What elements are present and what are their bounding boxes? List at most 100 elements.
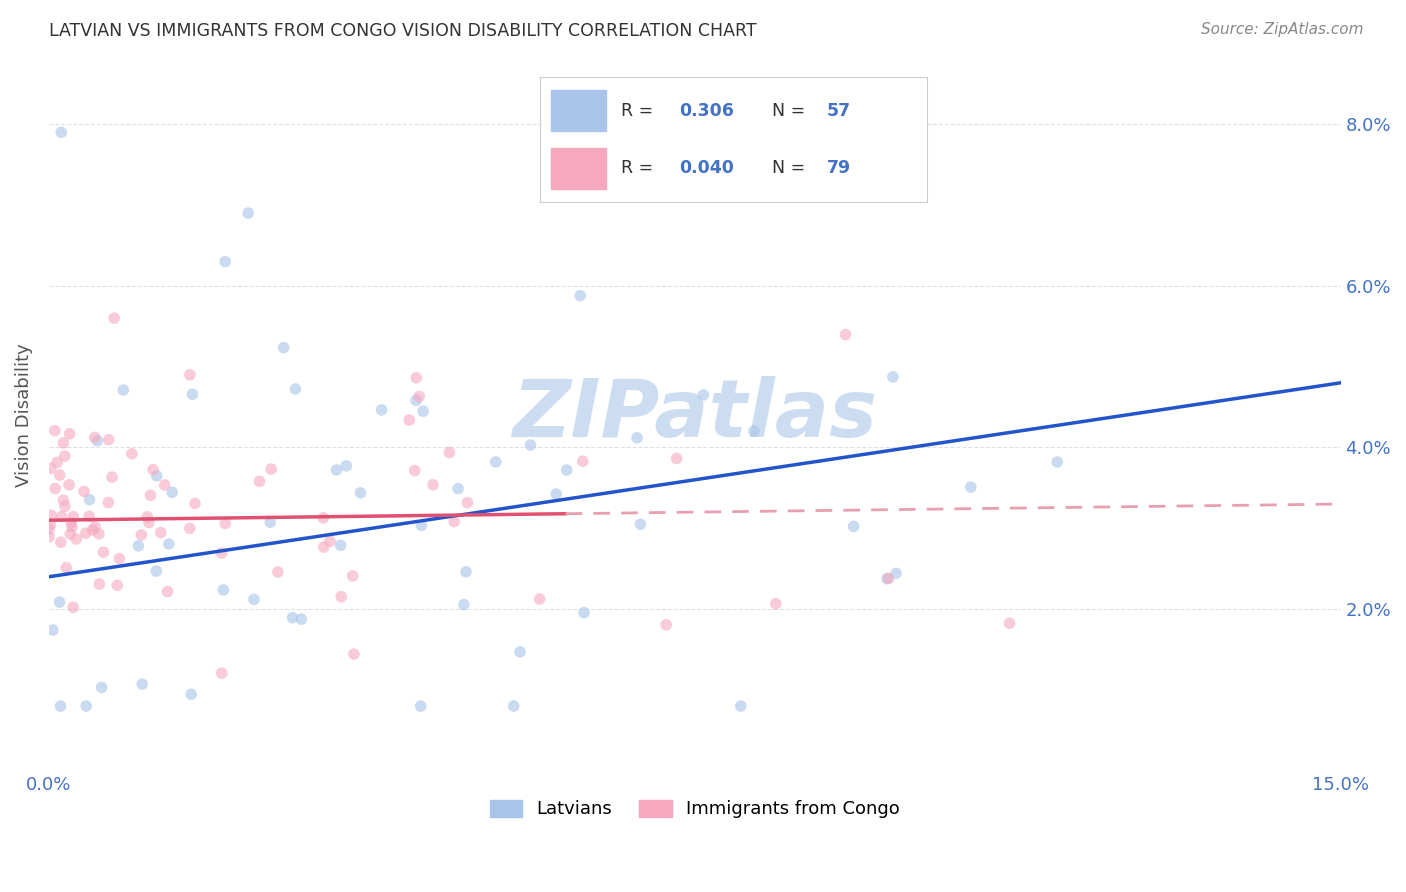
Point xyxy=(48,595,70,609)
Point xyxy=(343,647,366,661)
Point xyxy=(214,254,236,268)
Point xyxy=(97,495,120,509)
Point xyxy=(87,527,110,541)
Point xyxy=(312,540,335,554)
Point xyxy=(842,519,865,533)
Point xyxy=(121,447,143,461)
Point xyxy=(998,616,1021,631)
Point xyxy=(44,424,66,438)
Legend: Latvians, Immigrants from Congo: Latvians, Immigrants from Congo xyxy=(482,792,907,826)
Point xyxy=(412,404,434,418)
Point xyxy=(139,488,162,502)
Point xyxy=(60,516,83,530)
Point xyxy=(127,539,149,553)
Point xyxy=(79,492,101,507)
Point xyxy=(509,645,531,659)
Point xyxy=(214,516,236,531)
Point xyxy=(75,526,97,541)
Point xyxy=(319,534,342,549)
Point xyxy=(83,430,105,444)
Point xyxy=(404,464,426,478)
Point xyxy=(1046,455,1069,469)
Point xyxy=(62,600,84,615)
Point xyxy=(89,577,111,591)
Point xyxy=(409,699,432,714)
Point xyxy=(260,462,283,476)
Point xyxy=(59,527,82,541)
Point xyxy=(48,468,70,483)
Point xyxy=(179,368,201,382)
Point xyxy=(329,538,352,552)
Point xyxy=(60,520,83,534)
Point xyxy=(569,288,592,302)
Point xyxy=(90,681,112,695)
Point xyxy=(884,566,907,581)
Point xyxy=(51,125,73,139)
Point xyxy=(82,523,104,537)
Point xyxy=(39,508,62,523)
Point xyxy=(145,564,167,578)
Point xyxy=(103,311,125,326)
Point xyxy=(77,509,100,524)
Point xyxy=(51,509,73,524)
Point xyxy=(53,449,76,463)
Point xyxy=(49,699,72,714)
Point xyxy=(53,500,76,514)
Point xyxy=(546,487,568,501)
Point xyxy=(211,546,233,560)
Point xyxy=(112,383,135,397)
Point xyxy=(325,463,347,477)
Point xyxy=(571,454,593,468)
Point xyxy=(411,518,433,533)
Point xyxy=(398,413,420,427)
Point xyxy=(160,485,183,500)
Point xyxy=(655,617,678,632)
Text: Source: ZipAtlas.com: Source: ZipAtlas.com xyxy=(1201,22,1364,37)
Point xyxy=(211,666,233,681)
Point xyxy=(834,327,856,342)
Point xyxy=(39,517,62,532)
Point xyxy=(62,509,84,524)
Point xyxy=(145,468,167,483)
Point xyxy=(765,597,787,611)
Point xyxy=(86,434,108,448)
Point xyxy=(408,389,430,403)
Point xyxy=(447,482,470,496)
Point xyxy=(75,699,97,714)
Point xyxy=(405,393,427,408)
Point xyxy=(335,458,357,473)
Point xyxy=(742,424,765,438)
Point xyxy=(97,433,120,447)
Point xyxy=(628,517,651,532)
Point xyxy=(284,382,307,396)
Point xyxy=(281,611,304,625)
Point xyxy=(55,560,77,574)
Point xyxy=(46,455,69,469)
Point xyxy=(238,206,260,220)
Point xyxy=(184,496,207,510)
Point xyxy=(38,522,60,536)
Point xyxy=(439,445,461,459)
Point xyxy=(290,612,312,626)
Point xyxy=(101,470,124,484)
Point xyxy=(156,584,179,599)
Point xyxy=(555,463,578,477)
Point xyxy=(422,478,444,492)
Point xyxy=(312,511,335,525)
Point xyxy=(959,480,981,494)
Point xyxy=(626,431,648,445)
Point xyxy=(105,578,128,592)
Point xyxy=(243,592,266,607)
Point xyxy=(529,592,551,607)
Point xyxy=(73,484,96,499)
Point xyxy=(131,528,153,542)
Point xyxy=(157,537,180,551)
Point xyxy=(153,478,176,492)
Point xyxy=(877,571,900,585)
Point xyxy=(142,462,165,476)
Point xyxy=(453,598,475,612)
Point xyxy=(84,520,107,534)
Point xyxy=(42,623,65,637)
Point xyxy=(730,699,752,714)
Point xyxy=(136,509,159,524)
